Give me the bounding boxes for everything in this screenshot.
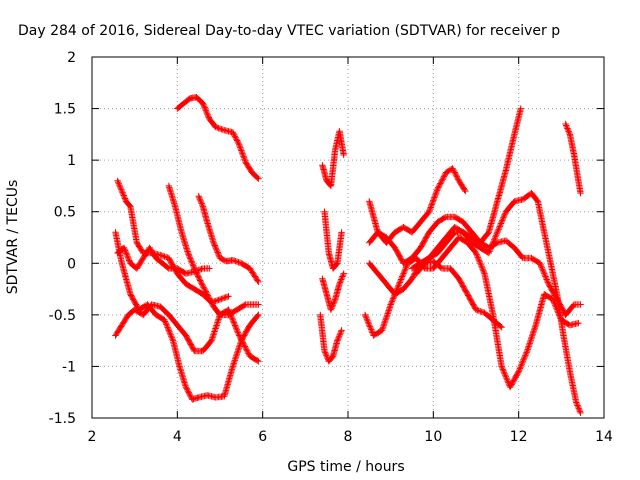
series-arc-a3 [195,193,262,286]
series-arc-c7 [562,120,584,197]
y-axis-title: SDTVAR / TECUs [5,180,21,295]
grid-lines [92,57,604,418]
y-tick-label-5: 1 [67,153,76,169]
series-markers-0 [174,94,262,182]
series-markers-10 [319,270,347,313]
chart-title: Day 284 of 2016, Sidereal Day-to-day VTE… [18,23,560,39]
x-tick-label-5: 12 [510,429,528,445]
y-tick-label-1: -1 [62,359,76,375]
series-arc-b4 [319,270,347,313]
series-arc-a6 [112,229,262,403]
series-markers-9 [317,311,345,365]
series-markers-6 [114,244,213,277]
x-tick-label-3: 8 [344,429,353,445]
x-tick-label-2: 6 [258,429,267,445]
series-arc-b2 [321,208,345,272]
series-markers-2 [195,193,262,286]
series-markers-7 [319,128,347,190]
y-tick-label-4: 0.5 [54,205,76,221]
series-arc-c6 [413,258,505,331]
series-arc-c5 [408,189,584,417]
axis-ticks: 2 4 6 8 10 12 14 -1.5 -1 -0.5 0 0.5 1 1.5 2 [49,50,613,445]
x-axis-title: GPS time / hours [287,459,404,475]
x-tick-label-0: 2 [88,429,97,445]
y-tick-label-7: 2 [67,50,76,66]
y-tick-label-0: -1.5 [49,411,76,427]
series-arc-b3 [317,311,345,365]
series-arc-b1 [319,128,347,190]
y-tick-label-6: 1.5 [54,102,76,118]
series-arc-a1 [174,94,262,182]
data-points [112,94,584,417]
x-tick-label-6: 14 [595,429,613,445]
plot-frame [91,56,605,419]
series-markers-17 [562,120,584,197]
y-tick-label-3: 0 [67,256,76,272]
y-tick-label-2: -0.5 [49,308,76,324]
x-tick-label-4: 10 [424,429,442,445]
series-markers-15 [408,189,584,417]
series-arc-a7 [114,244,213,277]
x-tick-label-1: 4 [173,429,182,445]
series-markers-16 [413,258,505,331]
series-markers-8 [321,208,345,272]
series-markers-5 [112,229,262,403]
